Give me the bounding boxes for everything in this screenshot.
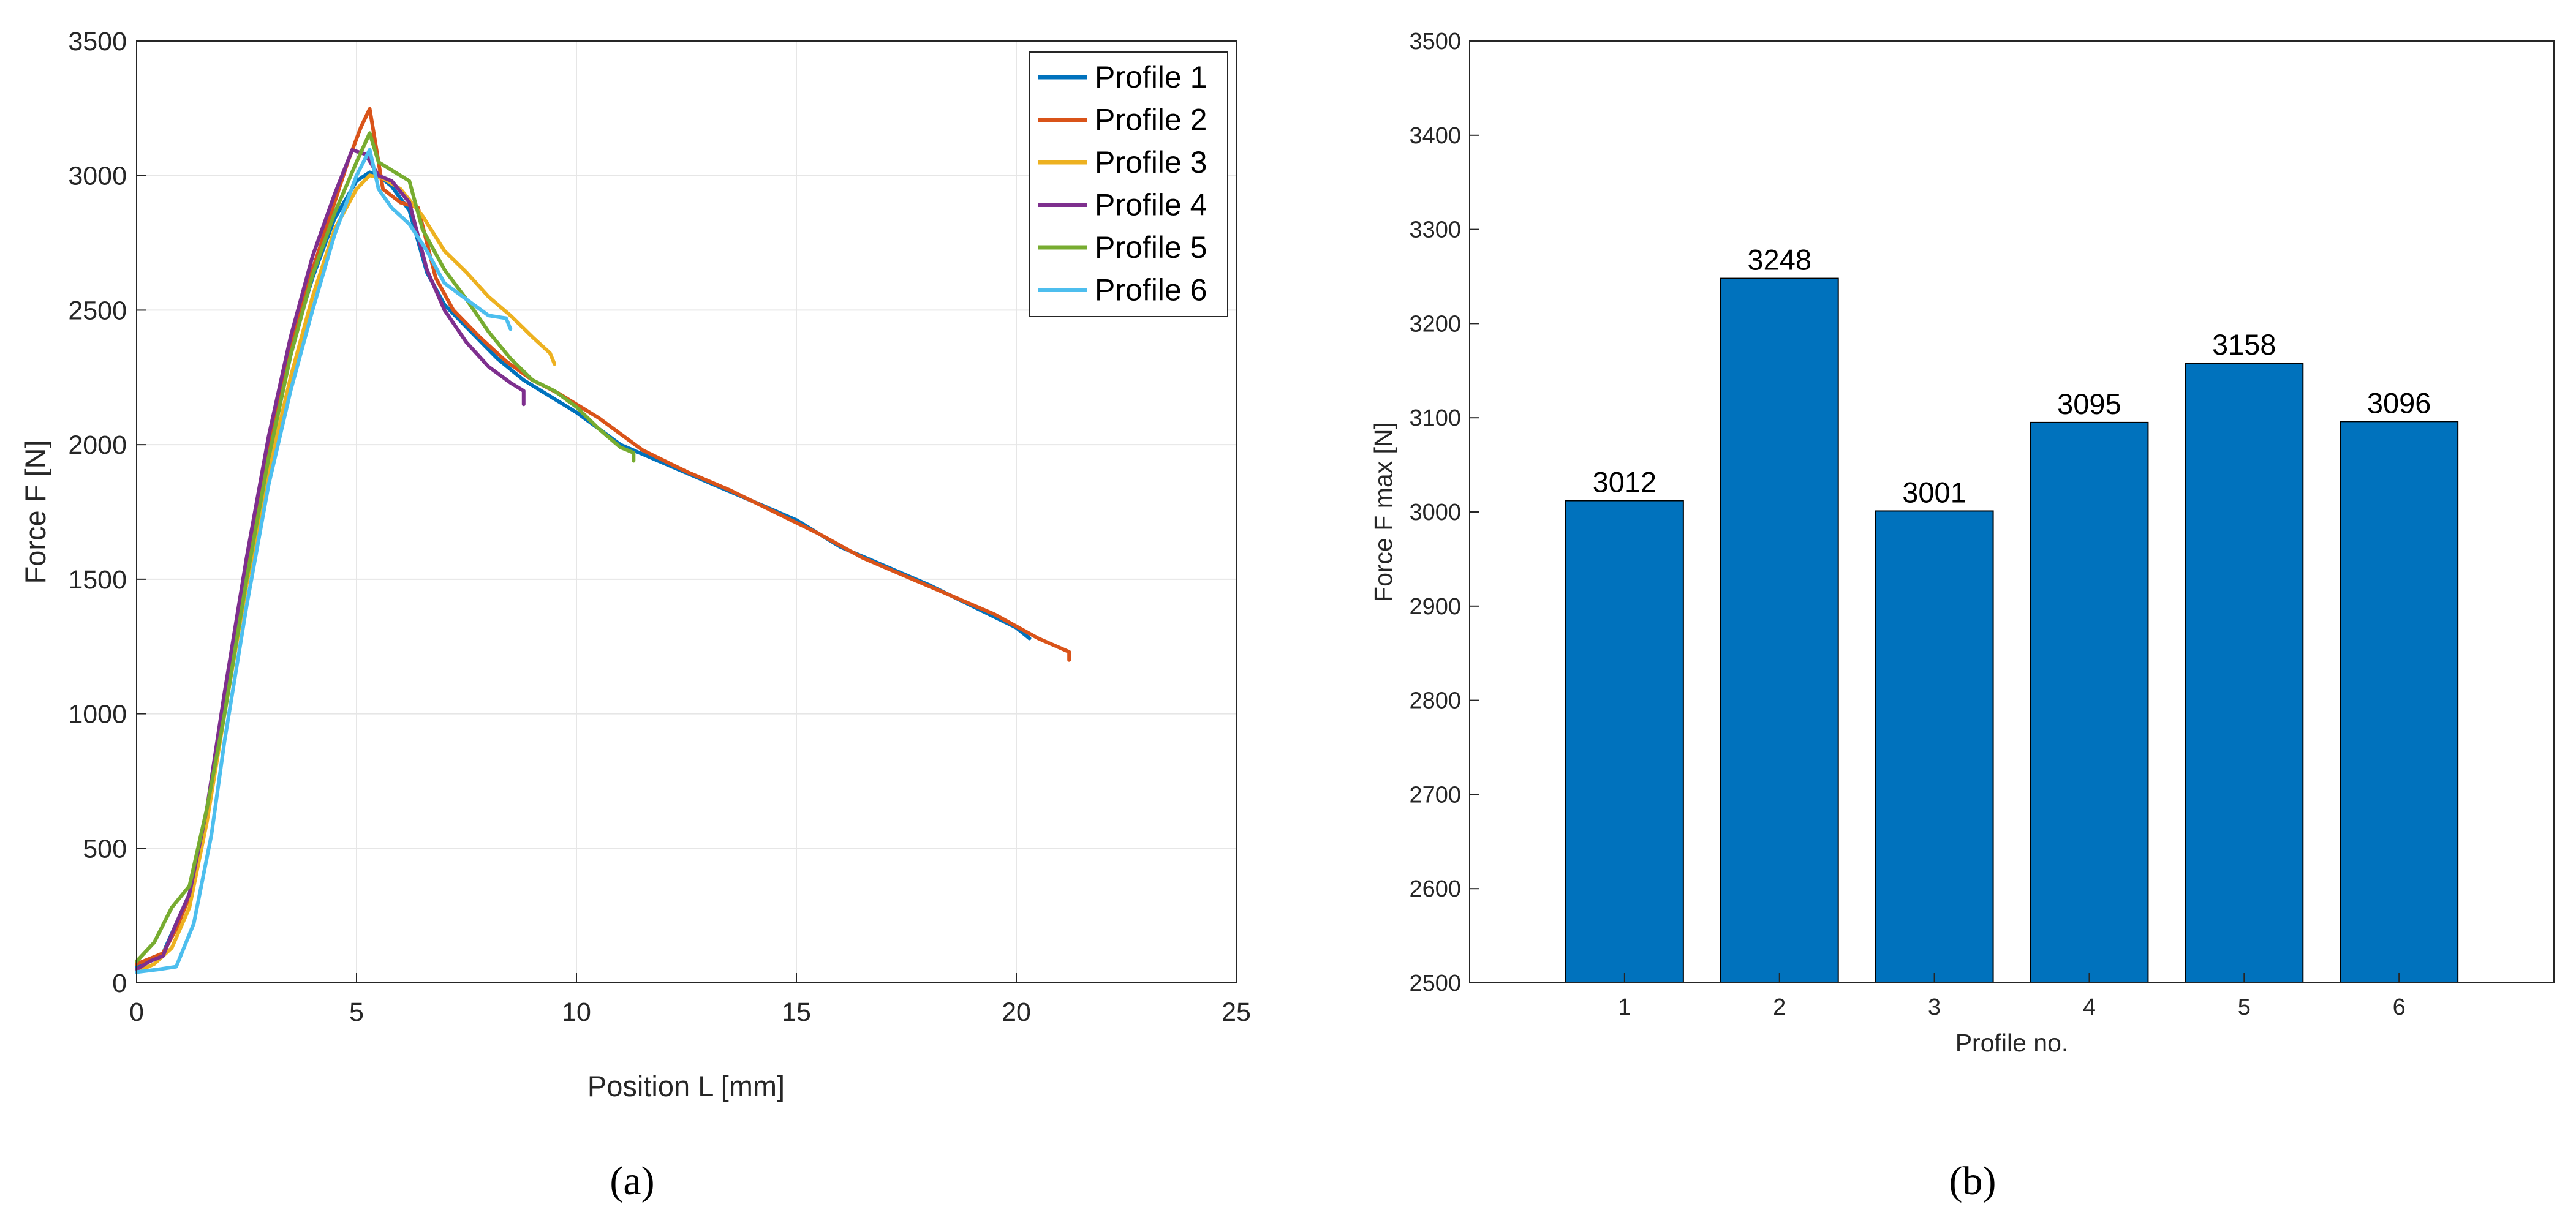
y-tick-label-a: 500 <box>83 834 127 863</box>
y-tick-label-b: 3300 <box>1409 217 1461 243</box>
x-tick-label-a: 15 <box>782 998 811 1027</box>
y-tick-label-b: 3100 <box>1409 405 1461 431</box>
y-tick-label-b: 3500 <box>1409 29 1461 55</box>
y-tick-label-b: 2800 <box>1409 688 1461 714</box>
bar-profile-4 <box>2030 421 2149 983</box>
series-line-profile-4 <box>135 148 526 971</box>
legend-label-profile-1: Profile 1 <box>1095 60 1207 94</box>
y-tick-label-a: 2500 <box>68 296 127 325</box>
y-tick-label-a: 2000 <box>68 430 127 460</box>
ticks-b: 1 2 3 4 5 6 2500 2600 2700 2800 2900 3000 3100 3200 33… <box>1409 29 2405 1020</box>
x-tick-label-b: 1 <box>1618 994 1631 1020</box>
x-axis-label-a: Position L [mm] <box>587 1070 785 1102</box>
bar-value-label-3: 3001 <box>1902 476 1966 508</box>
legend-a: Profile 1 Profile 2 Profile 3 Profile 4 Prof… <box>1029 51 1228 317</box>
y-tick-label-b: 3400 <box>1409 123 1461 149</box>
bar-value-label-6: 3096 <box>2367 386 2431 419</box>
ticks-a: 0 5 10 15 20 25 0 500 1000 1500 2000 2500 3000 3500 <box>68 27 1251 1027</box>
x-axis-label-b: Profile no. <box>1955 1029 2069 1057</box>
bars-b <box>1565 277 2459 983</box>
x-tick-label-b: 3 <box>1928 994 1941 1020</box>
x-tick-label-b: 4 <box>2083 994 2096 1020</box>
y-axis-label-b: Force F max [N] <box>1369 422 1397 602</box>
bar-profile-3 <box>1875 510 1994 983</box>
x-tick-label-a: 5 <box>349 998 364 1027</box>
bar-chart-panel: 1 2 3 4 5 6 2500 2600 2700 2800 2900 3000 3100 3200 33… <box>1369 29 2555 1203</box>
x-tick-label-a: 0 <box>129 998 144 1027</box>
x-tick-label-b: 2 <box>1773 994 1786 1020</box>
y-tick-label-a: 3500 <box>68 27 127 56</box>
line-chart-panel: 0 5 10 15 20 25 0 500 1000 1500 2000 2500 3000 3500 P… <box>19 27 1251 1203</box>
legend-label-profile-6: Profile 6 <box>1095 273 1207 307</box>
y-tick-label-b: 2600 <box>1409 876 1461 902</box>
y-tick-label-b: 2700 <box>1409 782 1461 808</box>
y-tick-label-a: 1500 <box>68 565 127 595</box>
legend-label-profile-4: Profile 4 <box>1095 188 1207 222</box>
bar-profile-6 <box>2340 421 2459 983</box>
x-tick-label-a: 20 <box>1002 998 1031 1027</box>
bar-value-label-5: 3158 <box>2212 328 2276 361</box>
panel-caption-a: (a) <box>610 1159 654 1203</box>
bar-value-label-4: 3095 <box>2057 388 2121 420</box>
axes-box-a <box>136 40 1237 983</box>
bar-labels-b: 3012 3248 3001 3095 3158 3096 <box>1593 244 2431 509</box>
y-axis-label-a: Force F [N] <box>19 440 51 584</box>
legend-label-profile-2: Profile 2 <box>1095 103 1207 137</box>
y-tick-label-b: 3000 <box>1409 500 1461 525</box>
legend-box <box>1029 51 1228 317</box>
y-tick-label-b: 2500 <box>1409 971 1461 996</box>
bar-profile-2 <box>1720 277 1839 983</box>
panel-caption-b: (b) <box>1949 1159 1996 1203</box>
bar-value-label-1: 3012 <box>1593 466 1657 498</box>
series-line-profile-5 <box>135 131 636 963</box>
series-lines-a <box>135 107 1071 974</box>
bar-profile-5 <box>2185 362 2304 983</box>
x-tick-label-b: 5 <box>2238 994 2251 1020</box>
legend-label-profile-5: Profile 5 <box>1095 230 1207 265</box>
y-tick-label-a: 1000 <box>68 700 127 729</box>
series-line-profile-3 <box>135 173 557 974</box>
x-tick-label-b: 6 <box>2393 994 2406 1020</box>
y-tick-label-a: 3000 <box>68 162 127 191</box>
x-tick-label-a: 25 <box>1222 998 1251 1027</box>
series-line-profile-6 <box>135 148 513 974</box>
bar-value-label-2: 3248 <box>1747 244 1811 276</box>
y-tick-label-b: 2900 <box>1409 594 1461 620</box>
y-tick-label-a: 0 <box>112 969 127 998</box>
x-tick-label-a: 10 <box>562 998 591 1027</box>
y-tick-label-b: 3200 <box>1409 311 1461 337</box>
legend-label-profile-3: Profile 3 <box>1095 145 1207 179</box>
bar-profile-1 <box>1565 500 1684 983</box>
